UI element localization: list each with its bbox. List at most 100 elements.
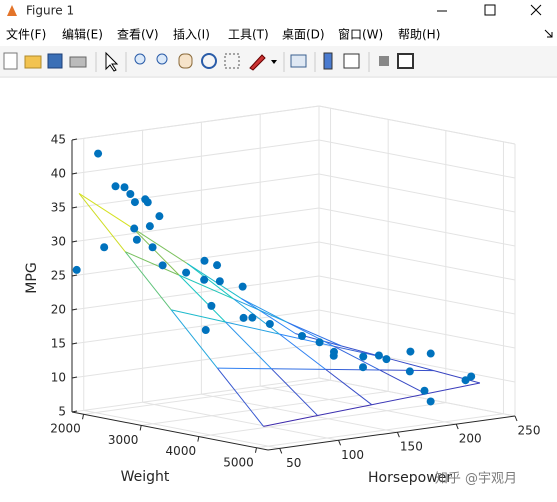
colorbar-button[interactable] [323,52,333,70]
data-point [382,355,391,364]
menu-item[interactable]: 窗口(W) [338,28,383,42]
data-point [201,326,210,335]
menu-item[interactable]: 工具(T) [228,28,269,42]
hide-tools-button[interactable] [379,56,389,66]
y-tick-label: 200 [459,432,482,446]
grid-line [318,173,516,213]
toolbar [0,46,557,76]
data-point [406,347,415,356]
data-point [72,265,81,274]
data-point [374,351,383,360]
data-point [239,313,248,322]
open-button[interactable] [24,55,42,69]
data-point [298,332,307,341]
z-tick-label: 20 [51,303,66,317]
surface-edge [379,369,427,395]
surface-edge [287,321,334,347]
surface-edge [171,309,226,323]
z-tick-label: 5 [58,405,66,419]
x-tick-label: 3000 [108,433,139,447]
tick-mark [71,206,78,209]
data-point [148,243,157,252]
surface-edge [233,298,280,335]
brush-menu[interactable] [271,60,277,64]
rotate-button[interactable] [201,53,217,69]
surface-edge [233,298,288,323]
zoom-in-button[interactable] [134,53,146,65]
z-tick-label: 45 [51,133,66,147]
datatip-button[interactable] [224,53,240,69]
legend-button[interactable] [343,53,360,69]
surface-edge [287,321,342,347]
menu-item[interactable]: 查看(V) [117,28,159,42]
data-point [359,363,368,372]
x-tick-label: 5000 [223,455,254,469]
grid-line [318,207,516,247]
data-point [467,372,476,381]
tick-mark [197,436,200,442]
surface-edge [317,404,372,417]
surface-edge [124,251,180,276]
tick-mark [254,447,257,453]
data-point [130,224,139,233]
close-button[interactable] [530,4,542,16]
zoom-out-button[interactable] [156,53,168,65]
surface-edge [271,368,318,416]
print-button[interactable] [69,56,87,68]
surface-edge [132,228,180,276]
data-point [132,235,141,244]
tick-mark [455,423,459,430]
data-point [215,277,224,286]
grid-line [256,413,504,449]
menu-item[interactable]: 文件(F) [6,27,46,42]
save-button[interactable] [47,53,63,69]
title-bar [0,0,557,22]
x-axis-label: Weight [121,469,170,485]
surface-edge [78,193,134,229]
grid-line [71,105,320,141]
grid-line [71,241,320,277]
dock-arrow[interactable] [544,29,553,38]
new-button[interactable] [3,52,18,70]
data-point [158,261,167,270]
grid-line [260,385,457,425]
menu-item[interactable]: 编辑(E) [62,27,103,42]
surface-edge [241,298,296,335]
surface-edge [186,263,234,300]
menu-item[interactable]: 帮助(H) [398,28,440,42]
z-tick-label: 15 [51,337,66,351]
grid-line [198,402,446,438]
link-button[interactable] [290,54,307,68]
grid-line [318,309,516,349]
grid-line [318,105,516,145]
tick-mark [396,432,400,438]
watermark: 知乎 @宇观月 [435,471,517,487]
grid-line [71,343,320,379]
tick-mark [514,415,518,422]
data-point [126,190,135,199]
maximize-button[interactable] [484,4,496,16]
pan-button[interactable] [178,53,193,69]
surface-edge [225,321,272,370]
tick-mark [71,376,78,379]
tick-mark [139,425,142,431]
brush-button[interactable] [249,54,266,71]
menu-item[interactable]: 插入(I) [173,28,210,42]
y-axis-label: Horsepower [368,470,452,486]
surface-edge [279,333,326,370]
window-title: Figure 1 [26,4,74,18]
show-tools-button[interactable] [397,53,414,69]
select-button[interactable] [105,51,119,72]
tick-mark [71,240,78,243]
data-point [200,275,209,284]
grid-line [71,377,320,413]
grid-line [83,409,280,449]
menu-item[interactable]: 桌面(D) [282,28,325,42]
grid-line [71,139,320,175]
app-icon [7,5,17,16]
z-tick-label: 40 [51,167,66,181]
tick-mark [71,138,78,141]
surface-edge [425,382,481,395]
tick-mark [82,414,85,420]
